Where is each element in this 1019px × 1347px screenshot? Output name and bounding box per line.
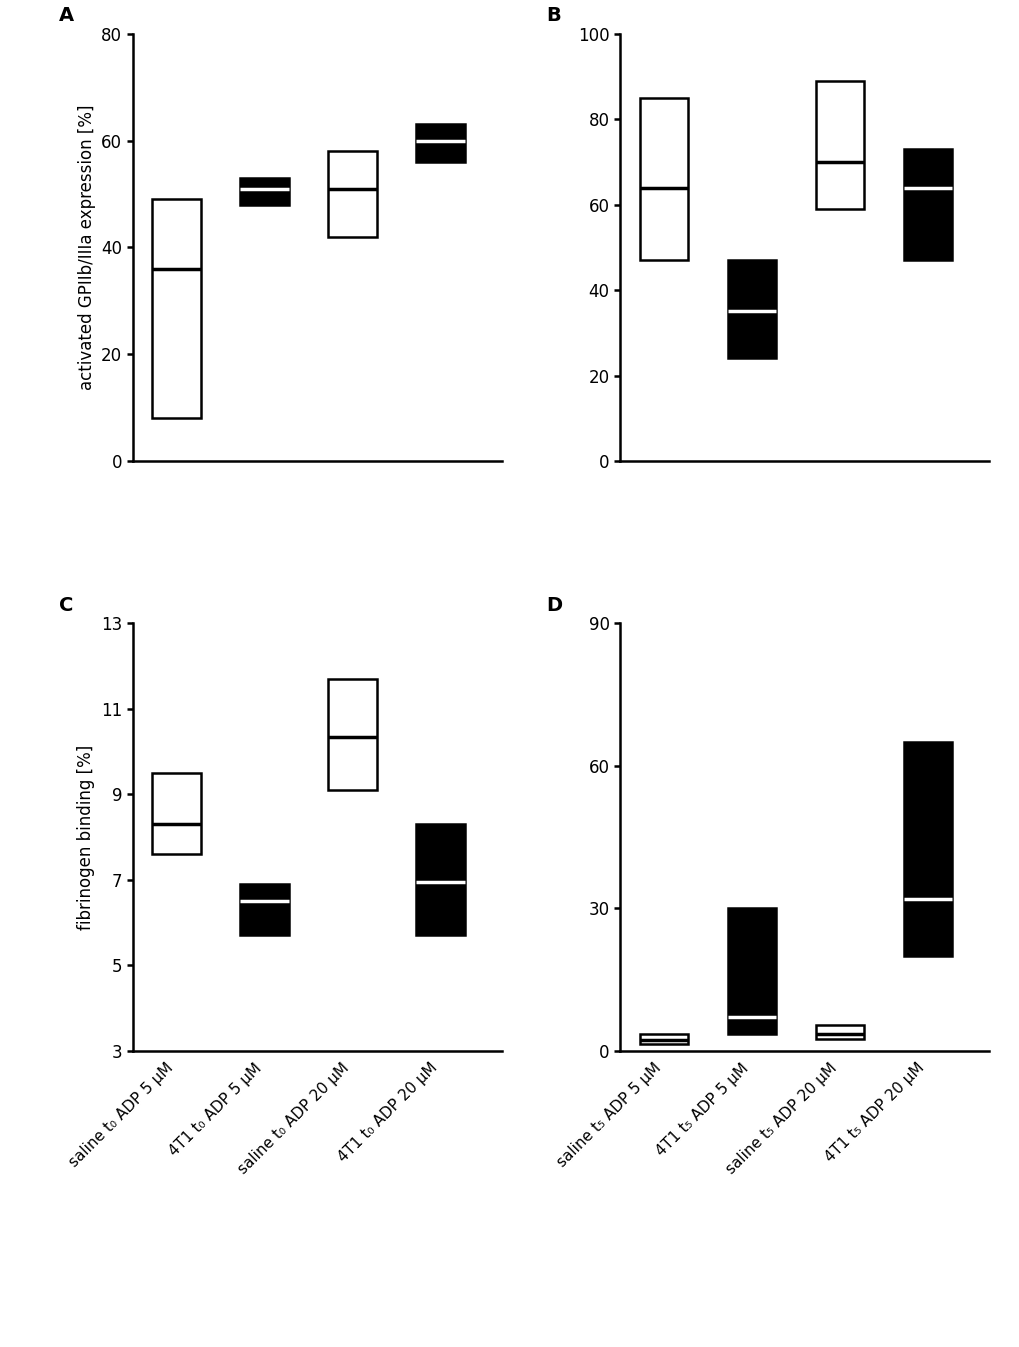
Bar: [639, 98, 688, 260]
Bar: [416, 124, 464, 162]
Bar: [639, 1034, 688, 1044]
Y-axis label: fibrinogen binding [%]: fibrinogen binding [%]: [77, 745, 96, 929]
Bar: [815, 1025, 863, 1039]
Bar: [815, 81, 863, 209]
Bar: [328, 151, 376, 237]
Bar: [240, 884, 288, 935]
Text: A: A: [59, 7, 73, 26]
Text: D: D: [546, 595, 561, 614]
Bar: [903, 742, 951, 956]
Bar: [328, 679, 376, 789]
Text: B: B: [546, 7, 560, 26]
Bar: [903, 150, 951, 260]
Bar: [416, 824, 464, 935]
Bar: [240, 178, 288, 205]
Bar: [152, 199, 201, 419]
Text: C: C: [59, 595, 73, 614]
Bar: [728, 260, 775, 358]
Bar: [728, 908, 775, 1034]
Bar: [152, 773, 201, 854]
Y-axis label: activated GPIIb/IIIa expression [%]: activated GPIIb/IIIa expression [%]: [77, 105, 96, 391]
